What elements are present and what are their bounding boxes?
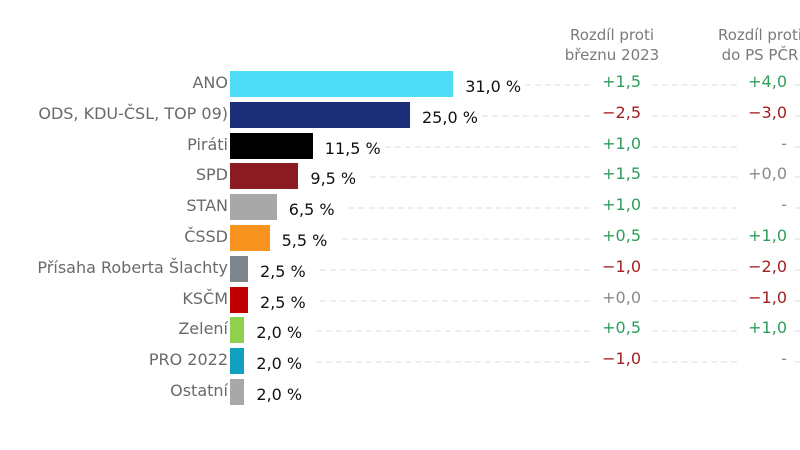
row-gridline — [652, 207, 737, 210]
column-header-change-1: Rozdíl proti březnu 2023 — [552, 25, 672, 65]
category-label: KSČM — [182, 288, 228, 308]
change-2-value: −1,0 — [748, 287, 787, 307]
value-label: 11,5 % — [324, 138, 381, 158]
bar — [230, 194, 277, 221]
row-gridline — [795, 145, 800, 148]
category-label: STAN — [186, 196, 228, 216]
change-2-value: +4,0 — [748, 72, 787, 91]
row-gridline — [482, 114, 590, 117]
value-label: 25,0 % — [422, 107, 478, 127]
value-label: 9,5 % — [310, 169, 357, 189]
value-label: 31,0 % — [465, 77, 522, 96]
row-gridline — [652, 299, 737, 302]
row-gridline — [525, 84, 590, 86]
bar — [230, 225, 270, 251]
row-gridline — [652, 145, 737, 148]
row-gridline — [652, 176, 737, 179]
row-gridline — [795, 361, 800, 364]
change-1-value: +0,5 — [602, 318, 641, 338]
category-label: ČSSD — [184, 227, 228, 246]
column-header-change-2: Rozdíl proti do PS PČR — [700, 25, 800, 65]
category-label: Piráti — [187, 134, 228, 154]
row-gridline — [320, 299, 590, 302]
bar — [230, 317, 245, 344]
row-gridline — [384, 145, 590, 148]
change-1-value: +1,5 — [602, 72, 641, 91]
change-1-value: −1,0 — [602, 349, 641, 369]
value-label: 2,0 % — [256, 385, 303, 404]
header-line: do PS PČR — [721, 46, 799, 64]
row-gridline — [795, 84, 800, 86]
change-1-value: +0,5 — [602, 226, 641, 245]
row-gridline — [795, 330, 800, 333]
change-1-value: +1,0 — [602, 133, 641, 153]
change-1-value: +0,0 — [602, 287, 641, 307]
row-gridline — [795, 268, 800, 271]
row-gridline — [348, 207, 590, 210]
header-line: březnu 2023 — [564, 46, 660, 64]
header-line: Rozdíl proti — [569, 26, 654, 44]
row-gridline — [316, 361, 590, 364]
change-1-value: +1,5 — [602, 164, 641, 184]
change-2-value: +1,0 — [748, 226, 787, 245]
row-gridline — [652, 238, 737, 240]
row-gridline — [795, 238, 800, 240]
value-label: 6,5 % — [288, 200, 335, 220]
category-label: Zelení — [178, 319, 228, 339]
row-gridline — [795, 207, 800, 210]
header-line: Rozdíl proti — [717, 26, 800, 44]
value-label: 5,5 % — [281, 231, 328, 250]
value-label: 2,0 % — [256, 323, 303, 343]
row-gridline — [652, 114, 737, 117]
row-gridline — [795, 299, 800, 302]
value-label: 2,0 % — [256, 354, 303, 374]
bar — [230, 286, 248, 313]
row-gridline — [316, 330, 590, 333]
change-1-value: −2,5 — [602, 102, 641, 122]
row-gridline — [320, 268, 590, 271]
change-2-value: −3,0 — [748, 102, 787, 122]
category-label: Přísaha Roberta Šlachty — [37, 257, 228, 277]
row-gridline — [341, 238, 590, 240]
row-gridline — [652, 361, 737, 364]
change-2-value: −2,0 — [748, 256, 787, 276]
value-label: 2,5 % — [260, 292, 306, 312]
row-gridline — [370, 176, 590, 179]
change-2-value: - — [781, 133, 787, 153]
change-1-value: +1,0 — [602, 195, 641, 215]
change-2-value: +1,0 — [748, 318, 787, 338]
category-label: Ostatní — [170, 381, 228, 400]
row-gridline — [652, 330, 737, 333]
value-label: 2,5 % — [260, 261, 306, 281]
bar — [230, 101, 410, 128]
row-gridline — [795, 176, 800, 179]
bar — [230, 379, 245, 405]
row-gridline — [652, 268, 737, 271]
change-2-value: - — [781, 349, 787, 369]
row-gridline — [795, 114, 800, 117]
bar — [230, 71, 454, 97]
category-label: PRO 2022 — [148, 350, 228, 370]
bar — [230, 132, 313, 159]
change-2-value: +0,0 — [748, 164, 787, 184]
row-gridline — [652, 84, 737, 86]
bar — [230, 348, 245, 375]
bar — [230, 163, 299, 190]
bar — [230, 255, 248, 282]
category-label: ANO — [192, 73, 228, 92]
change-2-value: - — [781, 195, 787, 215]
change-1-value: −1,0 — [602, 256, 641, 276]
category-label: ODS, KDU-ČSL, TOP 09) — [38, 103, 228, 123]
category-label: SPD — [195, 165, 228, 185]
